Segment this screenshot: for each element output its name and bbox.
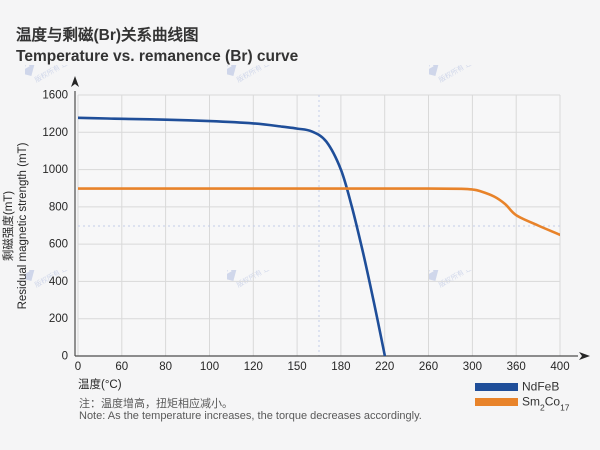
svg-text:800: 800 (49, 201, 68, 213)
svg-text:0: 0 (75, 361, 81, 373)
svg-text:注：温度增高，扭矩相应减小。: 注：温度增高，扭矩相应减小。 (79, 396, 233, 410)
svg-text:1600: 1600 (42, 90, 68, 102)
svg-text:温度(°C): 温度(°C) (78, 377, 122, 391)
svg-text:150: 150 (288, 361, 307, 373)
svg-text:260: 260 (419, 361, 438, 373)
svg-text:360: 360 (507, 361, 526, 373)
svg-text:600: 600 (49, 239, 68, 251)
svg-text:剩磁强度(mT): 剩磁强度(mT) (1, 191, 15, 261)
svg-text:300: 300 (463, 361, 482, 373)
svg-text:200: 200 (49, 313, 68, 325)
svg-text:60: 60 (115, 361, 128, 373)
svg-text:0: 0 (62, 351, 68, 363)
svg-text:220: 220 (375, 361, 394, 373)
svg-text:180: 180 (331, 361, 350, 373)
svg-text:120: 120 (244, 361, 263, 373)
svg-text:Residual magnetic strength (mT: Residual magnetic strength (mT) (17, 142, 29, 309)
svg-text:Note: As the temperature incre: Note: As the temperature increases, the … (79, 410, 422, 422)
svg-text:1200: 1200 (42, 127, 68, 139)
svg-text:1000: 1000 (42, 164, 68, 176)
svg-text:NdFeB: NdFeB (522, 380, 559, 394)
svg-text:100: 100 (200, 361, 219, 373)
svg-text:80: 80 (159, 361, 172, 373)
svg-text:400: 400 (550, 361, 569, 373)
svg-text:400: 400 (49, 276, 68, 288)
